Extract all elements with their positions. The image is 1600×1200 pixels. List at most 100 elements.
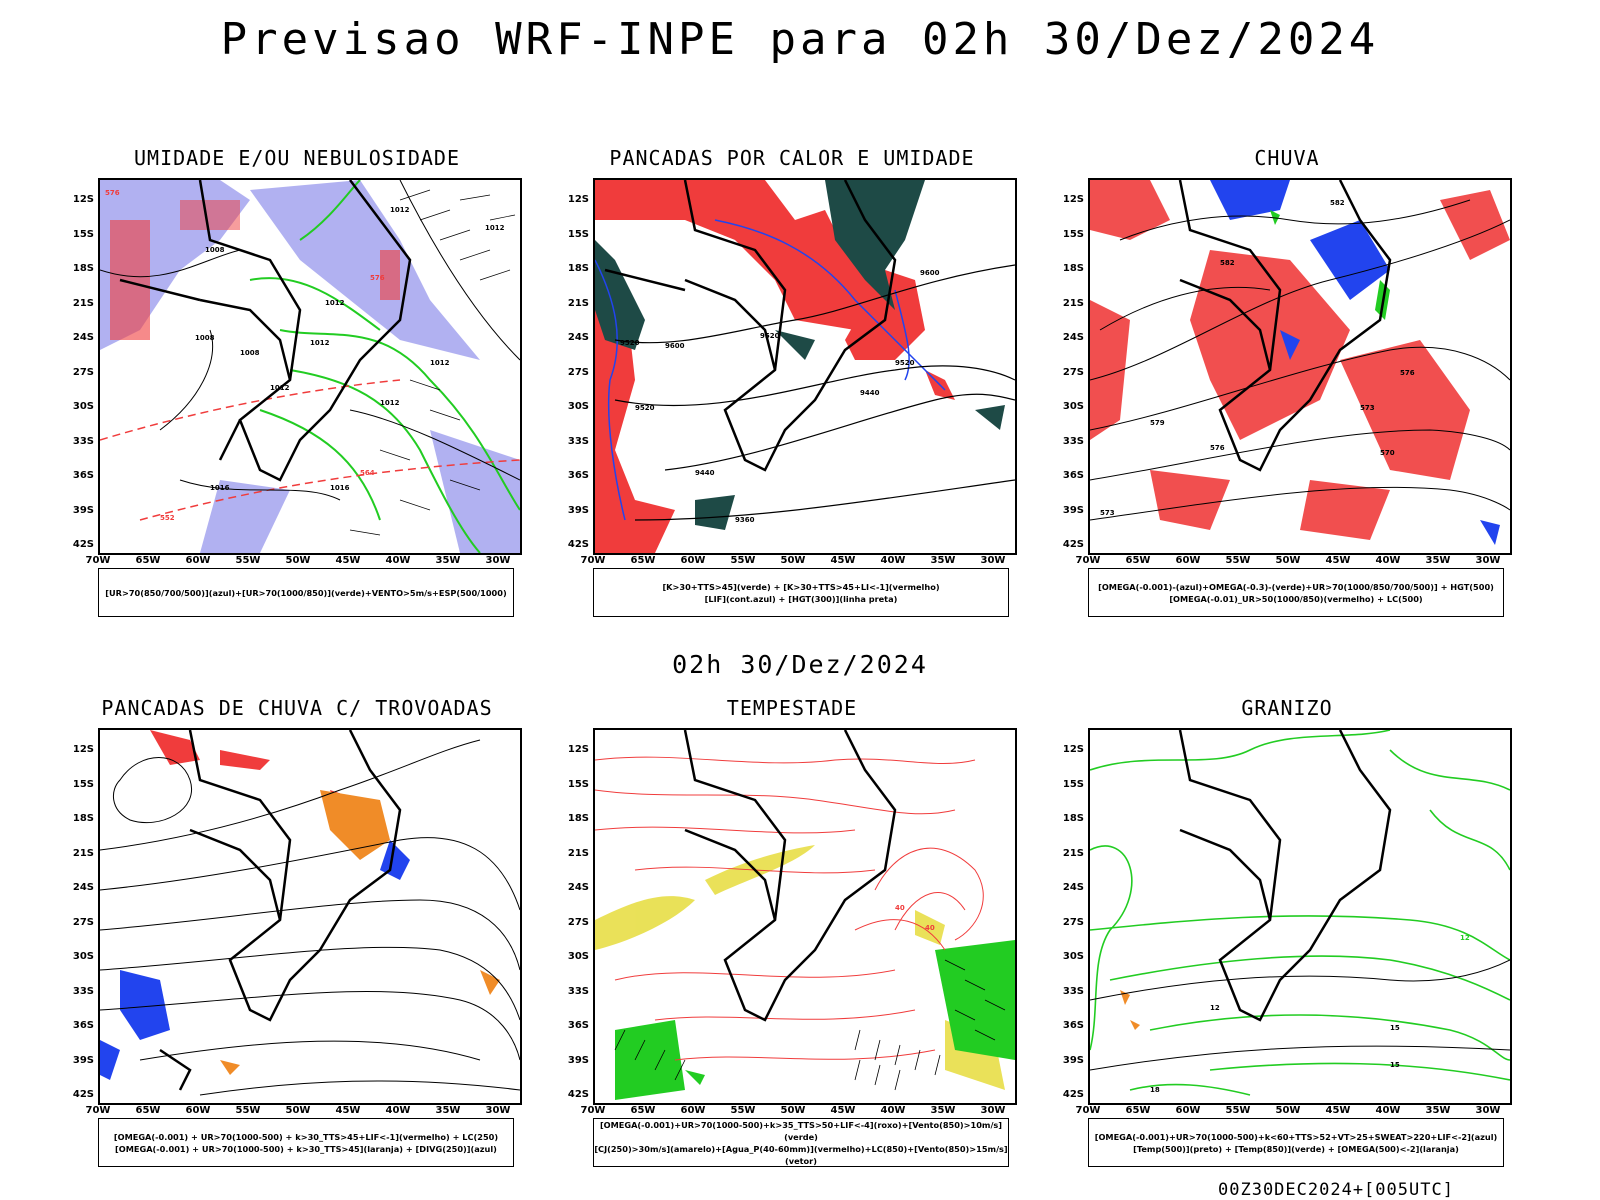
longitude-label: 65W [630, 1105, 656, 1116]
legend-line: [OMEGA(-0.001) + UR>70(1000-500) + k>30_… [113, 1131, 499, 1142]
height-label: 9360 [735, 516, 755, 524]
temp-label: 15 [1390, 1024, 1400, 1032]
latitude-label: 21S [72, 847, 94, 859]
latitude-label: 30S [567, 951, 589, 962]
thickness-label: 552 [160, 514, 175, 522]
temp-label: 15 [1390, 1061, 1400, 1069]
isobar-label: 1012 [485, 224, 505, 232]
legend-line: [LIF](cont.azul) + [HGT(300)](linha pret… [704, 593, 898, 604]
longitude-label: 35W [1425, 555, 1451, 566]
latitude-label: 27S [567, 366, 589, 378]
latitude-label: 36S [72, 1020, 94, 1031]
longitude-label: 70W [580, 1105, 606, 1116]
isoline-label: 40 [925, 924, 935, 932]
chuva-map-graphic: 582 582 576 579 573 570 576 573 [1090, 180, 1510, 545]
latitude-label: 24S [72, 332, 94, 343]
panel-title: UMIDADE E/OU NEBULOSIDADE [133, 146, 461, 170]
panel-title: PANCADAS POR CALOR E UMIDADE [609, 146, 975, 170]
latitude-label: 18S [72, 263, 94, 274]
latitude-label: 12S [567, 744, 589, 755]
isobar-label: 1012 [380, 399, 400, 407]
longitude-label: 50W [780, 1105, 806, 1116]
latitude-label: 39S [567, 1054, 589, 1066]
panel-title: TEMPESTADE [726, 696, 858, 720]
page-title: Previsao WRF-INPE para 02h 30/Dez/2024 [220, 14, 1380, 65]
pancadas-calor-map-graphic: 9600 9520 9600 9520 9520 9440 9440 9360 … [595, 180, 1015, 553]
latitude-label: 12S [1062, 744, 1084, 755]
legend-line: [Temp(500)](preto) + [Temp(850)](verde) … [1133, 1143, 1459, 1154]
latitude-label: 42S [567, 539, 589, 550]
longitude-label: 50W [780, 555, 806, 566]
isobar-label: 1012 [270, 384, 290, 392]
height-label: 9440 [695, 469, 715, 477]
map-tempestade[interactable]: 40 40 [593, 728, 1017, 1105]
longitude-label: 55W [235, 555, 261, 566]
map-umidade[interactable]: 1012 1012 1008 1008 1012 1012 1012 1012 … [98, 178, 522, 555]
legend-line: [OMEGA(-0.001)+UR>70(1000-500)+k<60+TTS>… [1094, 1131, 1498, 1142]
longitude-label: 40W [1375, 555, 1401, 566]
longitude-label: 55W [730, 1105, 756, 1116]
height-label: 576 [1210, 444, 1225, 452]
longitude-label: 70W [1075, 555, 1101, 566]
map-pancadas-calor[interactable]: 9600 9520 9600 9520 9520 9440 9440 9360 … [593, 178, 1017, 555]
panel-umidade: UMIDADE E/OU NEBULOSIDADE [62, 146, 532, 626]
longitude-label: 60W [1175, 555, 1201, 566]
latitude-label: 15S [72, 228, 94, 240]
longitude-label: 35W [930, 1105, 956, 1116]
latitude-label: 24S [72, 882, 94, 893]
longitude-label: 40W [880, 1105, 906, 1116]
longitude-label: 30W [1475, 555, 1501, 566]
longitude-label: 60W [185, 1105, 211, 1116]
isobar-label: 1008 [205, 246, 225, 254]
longitude-label: 45W [1325, 1105, 1351, 1116]
height-label: 9520 [895, 359, 915, 367]
isobar-label: 1012 [430, 359, 450, 367]
longitude-label: 65W [630, 555, 656, 566]
latitude-label: 12S [567, 194, 589, 205]
map-chuva[interactable]: 582 582 576 579 573 570 576 573 [1088, 178, 1512, 555]
latitude-label: 12S [72, 744, 94, 755]
latitude-label: 30S [1062, 951, 1084, 962]
longitude-label: 70W [85, 555, 111, 566]
panel-legend: [OMEGA(-0.001)+UR>70(1000-500)+k<60+TTS>… [1088, 1118, 1504, 1167]
longitude-label: 70W [85, 1105, 111, 1116]
latitude-label: 24S [1062, 332, 1084, 343]
longitude-label: 70W [1075, 1105, 1101, 1116]
longitude-label: 45W [1325, 555, 1351, 566]
isobar-label: 1016 [210, 484, 230, 492]
longitude-label: 45W [830, 1105, 856, 1116]
longitude-label: 65W [135, 1105, 161, 1116]
map-pancadas-trovoadas[interactable] [98, 728, 522, 1105]
latitude-label: 42S [1062, 1089, 1084, 1100]
latitude-label: 21S [1062, 297, 1084, 309]
longitude-label: 55W [1225, 1105, 1251, 1116]
latitude-label: 39S [72, 1054, 94, 1066]
latitude-label: 39S [1062, 504, 1084, 516]
isobar-label: 1012 [390, 206, 410, 214]
longitude-label: 50W [285, 555, 311, 566]
isobar-label: 1008 [240, 349, 260, 357]
latitude-label: 33S [72, 985, 94, 997]
height-label: 9600 [665, 342, 685, 350]
map-granizo[interactable]: 12 12 15 15 18 [1088, 728, 1512, 1105]
panel-legend: [K>30+TTS>45](verde) + [K>30+TTS>45+LI<-… [593, 568, 1009, 617]
legend-line: [OMEGA(-0.001)-(azul)+OMEGA(-0.3)-(verde… [1098, 581, 1494, 592]
latitude-label: 30S [72, 951, 94, 962]
latitude-label: 27S [1062, 916, 1084, 928]
latitude-label: 21S [72, 297, 94, 309]
height-label: 573 [1360, 404, 1375, 412]
temp-label: 12 [1460, 934, 1470, 942]
height-label: 579 [1150, 419, 1165, 427]
latitude-label: 18S [1062, 263, 1084, 274]
height-label: 9520 [760, 332, 780, 340]
thickness-label: 564 [360, 469, 375, 477]
latitude-label: 42S [1062, 539, 1084, 550]
run-timestamp: 00Z30DEC2024+[005UTC] [1218, 1180, 1454, 1200]
longitude-label: 30W [485, 1105, 511, 1116]
umidade-map-graphic: 1012 1012 1008 1008 1012 1012 1012 1012 … [100, 180, 520, 553]
latitude-label: 42S [72, 1089, 94, 1100]
height-label: 9520 [635, 404, 655, 412]
longitude-label: 50W [285, 1105, 311, 1116]
latitude-label: 12S [72, 194, 94, 205]
thickness-label: 576 [370, 274, 385, 282]
